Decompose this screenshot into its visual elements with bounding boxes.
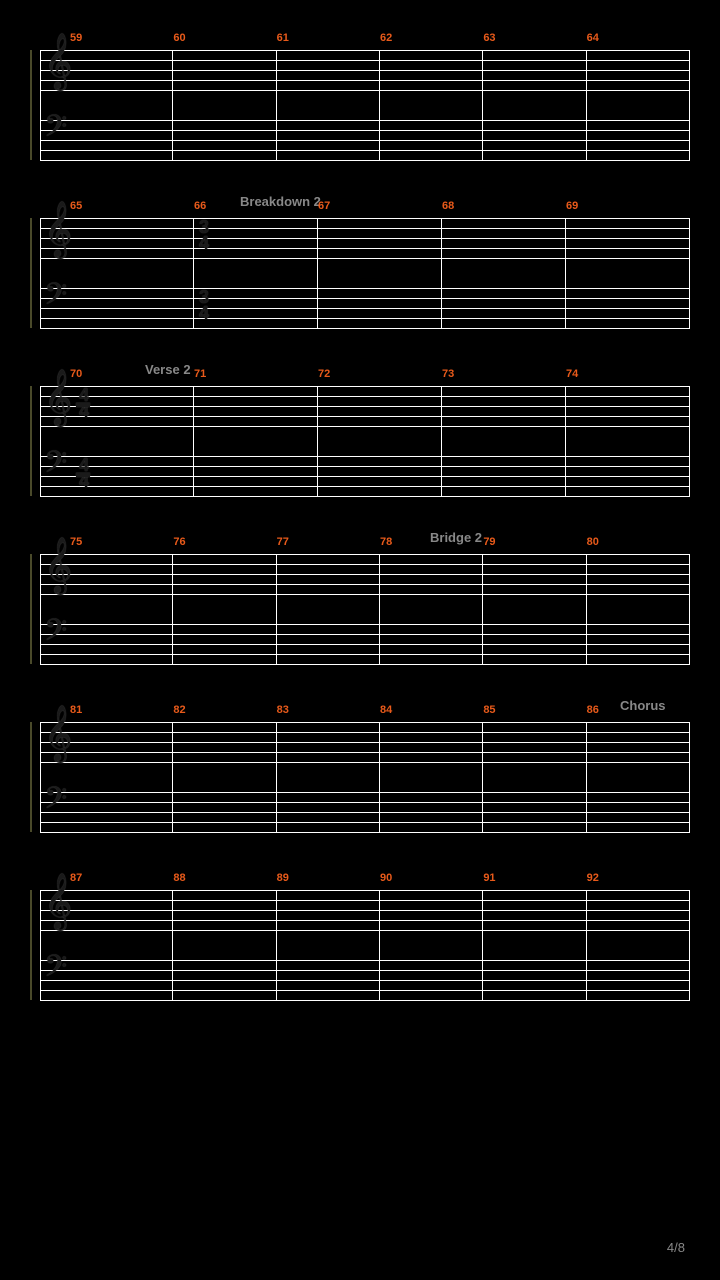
staff-system: Bridge 2757677787980𝄞𝄢 <box>30 554 690 664</box>
measure-number: 68 <box>442 200 566 212</box>
measure-number: 91 <box>483 872 586 884</box>
measure-number: 78 <box>380 536 483 548</box>
treble-staff: 𝄞 <box>40 50 690 90</box>
measure-number: 82 <box>173 704 276 716</box>
measure-number: 73 <box>442 368 566 380</box>
bass-staff: 𝄢44▬ <box>40 456 690 496</box>
measure-number: 66 <box>194 200 318 212</box>
time-signature: 34 <box>195 289 213 321</box>
bass-staff: 𝄢 <box>40 960 690 1000</box>
staff-system: Verse 27071727374𝄞44▬𝄢44▬ <box>30 386 690 496</box>
bass-staff: 𝄢34 <box>40 288 690 328</box>
measure-number: 67 <box>318 200 442 212</box>
staff-system: 878889909192𝄞𝄢 <box>30 890 690 1000</box>
measure-number: 59 <box>40 32 173 44</box>
measure-numbers: 878889909192 <box>40 872 690 884</box>
measure-number: 89 <box>277 872 380 884</box>
sheet-music-page: 596061626364𝄞𝄢Breakdown 26566676869𝄞34𝄢3… <box>30 50 690 1000</box>
rest-mark: ▬ <box>76 464 90 480</box>
measure-number: 88 <box>173 872 276 884</box>
staff-group: 757677787980𝄞𝄢 <box>30 554 690 664</box>
measure-number: 87 <box>40 872 173 884</box>
measure-number: 65 <box>40 200 194 212</box>
measure-number: 80 <box>587 536 690 548</box>
measure-numbers: 6566676869 <box>40 200 690 212</box>
treble-staff: 𝄞 <box>40 722 690 762</box>
rest-mark: ▬ <box>76 394 90 410</box>
treble-staff: 𝄞34 <box>40 218 690 258</box>
bass-staff: 𝄢 <box>40 624 690 664</box>
staff-system: Chorus818283848586𝄞𝄢 <box>30 722 690 832</box>
staff-group: 596061626364𝄞𝄢 <box>30 50 690 160</box>
measure-numbers: 757677787980 <box>40 536 690 548</box>
bass-staff: 𝄢 <box>40 792 690 832</box>
measure-number: 86 <box>587 704 690 716</box>
staff-group: 878889909192𝄞𝄢 <box>30 890 690 1000</box>
staff-system: Breakdown 26566676869𝄞34𝄢34 <box>30 218 690 328</box>
measure-number: 62 <box>380 32 483 44</box>
measure-number: 90 <box>380 872 483 884</box>
measure-number: 79 <box>483 536 586 548</box>
staff-group: 7071727374𝄞44▬𝄢44▬ <box>30 386 690 496</box>
treble-staff: 𝄞 <box>40 890 690 930</box>
measure-numbers: 818283848586 <box>40 704 690 716</box>
time-signature: 34 <box>195 219 213 251</box>
measure-number: 77 <box>277 536 380 548</box>
measure-number: 71 <box>194 368 318 380</box>
measure-number: 81 <box>40 704 173 716</box>
measure-number: 92 <box>587 872 690 884</box>
treble-staff: 𝄞 <box>40 554 690 594</box>
treble-staff: 𝄞44▬ <box>40 386 690 426</box>
measure-numbers: 7071727374 <box>40 368 690 380</box>
measure-numbers: 596061626364 <box>40 32 690 44</box>
measure-number: 83 <box>277 704 380 716</box>
measure-number: 84 <box>380 704 483 716</box>
measure-number: 60 <box>173 32 276 44</box>
measure-number: 63 <box>483 32 586 44</box>
staff-group: 6566676869𝄞34𝄢34 <box>30 218 690 328</box>
bass-staff: 𝄢 <box>40 120 690 160</box>
measure-number: 85 <box>483 704 586 716</box>
measure-number: 70 <box>40 368 194 380</box>
measure-number: 64 <box>587 32 690 44</box>
measure-number: 61 <box>277 32 380 44</box>
measure-number: 74 <box>566 368 690 380</box>
staff-system: 596061626364𝄞𝄢 <box>30 50 690 160</box>
measure-number: 69 <box>566 200 690 212</box>
staff-group: 818283848586𝄞𝄢 <box>30 722 690 832</box>
measure-number: 72 <box>318 368 442 380</box>
measure-number: 76 <box>173 536 276 548</box>
measure-number: 75 <box>40 536 173 548</box>
page-number: 4/8 <box>667 1240 685 1255</box>
